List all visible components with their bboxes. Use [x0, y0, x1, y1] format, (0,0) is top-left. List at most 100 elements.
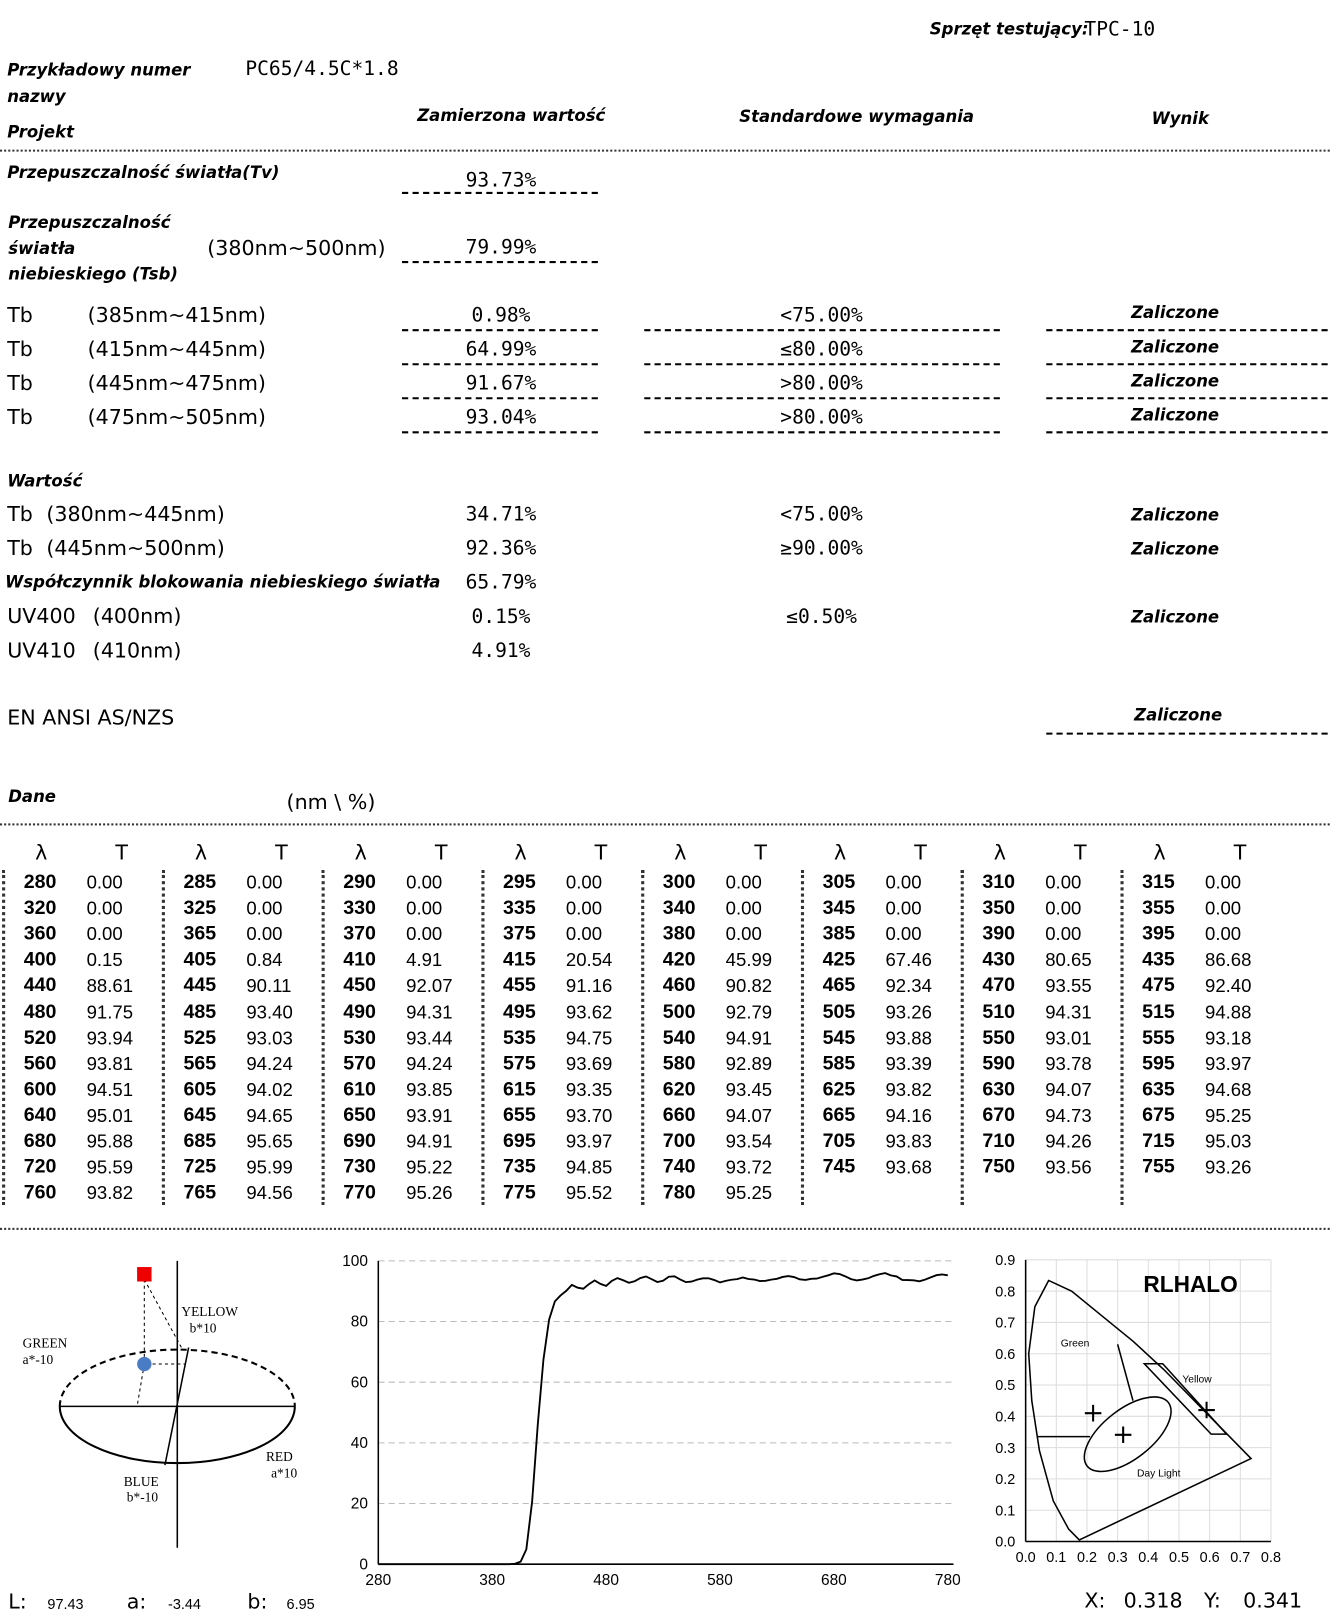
equipment: TPC-10 — [1084, 18, 1156, 41]
wavelength: 280 — [23, 871, 57, 894]
transmittance: 93.69 — [565, 1053, 613, 1074]
transmittance: 94.56 — [246, 1182, 293, 1204]
value-label: UV400 — [7, 603, 76, 629]
transmittance: 93.45 — [725, 1079, 773, 1100]
hue-line — [164, 1347, 190, 1466]
transmittance: 0.15 — [86, 949, 123, 971]
wavelength: 605 — [183, 1078, 217, 1101]
tsb-measured: 79.99% — [465, 235, 537, 259]
wavelength: 485 — [183, 1000, 217, 1023]
tb-measured: 93.04% — [465, 406, 537, 429]
wavelength: 515 — [1142, 1000, 1175, 1023]
rule — [1046, 431, 1328, 434]
wavelength: 555 — [1142, 1026, 1175, 1049]
wavelength: 710 — [982, 1130, 1016, 1153]
x-tick-label: 0.2 — [1077, 1550, 1097, 1566]
wavelength: 625 — [822, 1078, 856, 1101]
transmittance: 95.88 — [86, 1131, 134, 1152]
wavelength: 460 — [662, 975, 696, 997]
wavelength: 655 — [503, 1104, 536, 1127]
readout-y-label: Y: — [1203, 1587, 1221, 1613]
wavelength: 365 — [183, 923, 217, 945]
sample-value: PC65/4.5C*1.8 — [245, 57, 399, 81]
wavelength: 695 — [503, 1130, 536, 1153]
transmittance: 94.91 — [406, 1131, 453, 1152]
table-header: λ — [514, 839, 527, 865]
wavelength: 495 — [503, 1000, 536, 1023]
transmittance: 4.91 — [406, 949, 443, 971]
transmittance: 95.52 — [565, 1182, 613, 1204]
transmittance: 95.01 — [86, 1105, 134, 1126]
wavelength: 385 — [822, 923, 856, 945]
tb-label: Tb — [7, 302, 33, 328]
column-separator — [481, 869, 485, 1206]
chromaticity-point — [1114, 1426, 1132, 1444]
transmittance: 90.11 — [246, 975, 292, 997]
wavelength: 445 — [183, 975, 217, 997]
transmittance: 0.00 — [246, 872, 283, 893]
wavelength: 375 — [503, 923, 536, 945]
column-separator — [641, 869, 645, 1206]
compliance-label: EN ANSI AS/NZS — [7, 704, 175, 730]
transmittance: 0.84 — [246, 949, 283, 971]
tb-measured: 0.98% — [471, 303, 531, 327]
wavelength: 700 — [662, 1130, 696, 1153]
wavelength: 575 — [503, 1052, 536, 1075]
wavelength: 300 — [662, 871, 696, 894]
y-tick-label: 0.8 — [995, 1284, 1015, 1300]
transmittance: 93.39 — [885, 1053, 932, 1074]
lab-L-label: L: — [8, 1588, 27, 1614]
wavelength: 760 — [23, 1182, 57, 1204]
chromaticity-point — [1084, 1404, 1102, 1422]
wavelength: 435 — [1142, 949, 1175, 971]
value-measured: 4.91% — [471, 639, 531, 663]
transmittance: 0.00 — [725, 897, 762, 919]
transmittance: 94.85 — [565, 1156, 613, 1178]
transmittance: 94.68 — [1205, 1079, 1252, 1100]
y-tick-label: 0.4 — [995, 1409, 1015, 1425]
y-tick-label: 0.1 — [995, 1503, 1015, 1519]
transmittance: 0.00 — [246, 923, 283, 945]
transmittance: 95.26 — [406, 1182, 453, 1204]
transmittance: 93.44 — [406, 1027, 453, 1049]
wavelength: 550 — [982, 1026, 1016, 1049]
wavelength: 490 — [343, 1000, 376, 1023]
transmittance: 94.88 — [1205, 1001, 1252, 1023]
transmittance: 93.26 — [1205, 1156, 1252, 1178]
y-tick-label: 0.6 — [995, 1347, 1015, 1363]
table-header: λ — [833, 839, 847, 865]
rule — [644, 397, 1000, 400]
wavelength: 500 — [662, 1000, 696, 1023]
readout-x-label: X: — [1084, 1587, 1106, 1613]
y-tick-label: 0.9 — [995, 1253, 1015, 1269]
wavelength: 665 — [822, 1104, 856, 1127]
transmittance: 94.91 — [725, 1027, 773, 1049]
transmittance: 0.00 — [1045, 872, 1082, 893]
color-point — [137, 1356, 152, 1372]
y-tick-label: 0.2 — [995, 1472, 1015, 1488]
transmittance: 93.97 — [1205, 1053, 1252, 1074]
value-label: Współczynnik blokowania niebieskiego świ… — [5, 572, 441, 592]
value-standard: <75.00% — [780, 503, 863, 526]
transmittance: 93.70 — [565, 1105, 613, 1126]
x-tick-label: 0.6 — [1200, 1550, 1220, 1566]
wavelength: 745 — [822, 1156, 856, 1179]
lab-a: -3.44 — [168, 1595, 201, 1613]
wavelength: 290 — [343, 871, 376, 894]
rule — [644, 431, 1000, 434]
y-tick-label: 20 — [351, 1496, 368, 1513]
wavelength: 315 — [1142, 871, 1175, 894]
rule — [0, 823, 1330, 826]
transmittance: 92.07 — [406, 975, 453, 997]
wavelength: 675 — [1142, 1104, 1175, 1127]
tb-standard: ≤80.00% — [780, 338, 863, 361]
x-tick-label: 0.0 — [1016, 1550, 1036, 1566]
value-result: Zaliczone — [1131, 607, 1220, 627]
lab-blue: BLUE — [123, 1473, 159, 1490]
tv-label: Przepuszczalność światła(Tv) — [7, 162, 280, 183]
transmittance: 94.31 — [406, 1001, 453, 1023]
transmittance: 0.00 — [406, 897, 443, 919]
rule — [644, 329, 1000, 332]
tb-range: (385nm~415nm) — [87, 302, 266, 328]
transmittance: 94.16 — [885, 1105, 932, 1126]
